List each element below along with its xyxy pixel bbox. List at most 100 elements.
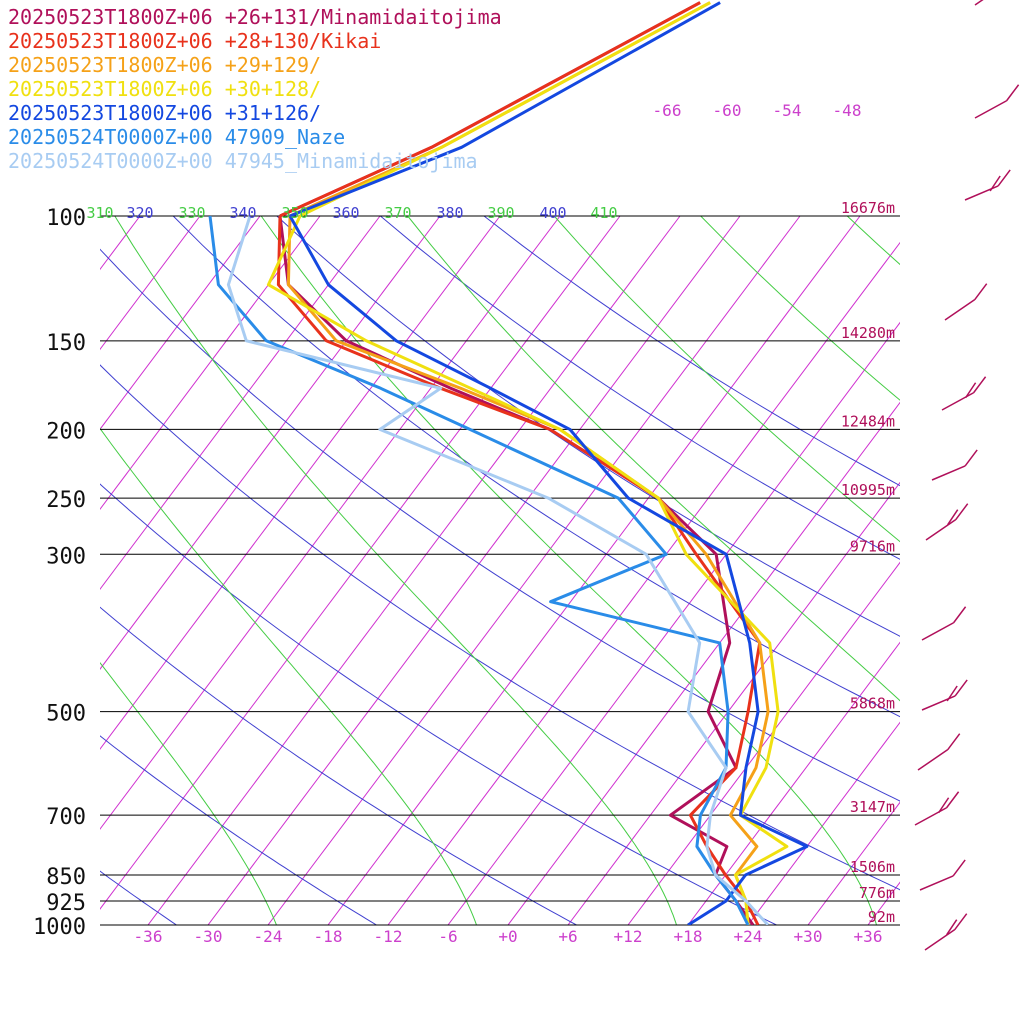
dry-adiabat-line: [100, 364, 900, 891]
dry-adiabat-line: [276, 215, 900, 637]
wind-barb-flag: [974, 283, 988, 301]
isotherm-line: [100, 215, 381, 590]
upper-temperature-label: -54: [773, 101, 802, 120]
sounding-upper-line: [289, 1, 721, 218]
isotherm-line: [507, 401, 900, 925]
moist-adiabat-line: [100, 427, 478, 925]
height-label: 3147m: [850, 798, 895, 816]
sounding-line: [288, 215, 809, 925]
wind-barb-flag: [955, 503, 969, 521]
theta-label: 400: [539, 204, 566, 222]
sounding-line: [278, 215, 755, 925]
isotherm-line: [327, 215, 861, 925]
temperature-tick-label: +0: [498, 927, 517, 946]
wind-barb-flag: [954, 679, 968, 697]
height-label: 92m: [868, 908, 895, 926]
height-label: 14280m: [841, 324, 895, 342]
dry-adiabat-line: [100, 606, 578, 925]
height-label: 12484m: [841, 412, 895, 430]
temperature-tick-label: -24: [254, 927, 283, 946]
wind-barb-staff: [919, 875, 954, 891]
isotherm-line: [0, 216, 20, 925]
moist-adiabat-line: [0, 216, 83, 940]
isotherm-line: [867, 881, 900, 925]
upper-profile-segments: [279, 1, 721, 218]
pressure-label: 700: [46, 805, 86, 830]
temperature-tick-label: -6: [438, 927, 457, 946]
height-label: 776m: [859, 884, 895, 902]
wind-barb-staff: [921, 622, 954, 641]
height-label: 9716m: [850, 537, 895, 555]
wind-barb-staff: [964, 185, 999, 201]
isotherm-line: [567, 481, 900, 925]
pressure-label: 1000: [33, 915, 86, 940]
isotherm-line: [387, 241, 900, 925]
moist-adiabat-line: [114, 215, 678, 925]
temperature-tick-label: -30: [194, 927, 223, 946]
sounding-series: [208, 215, 809, 925]
pressure-label: 200: [46, 419, 86, 444]
wind-barb-flag: [937, 797, 950, 814]
legend-entry: 20250523T1800Z+06 +29+129/: [8, 53, 321, 77]
sounding-line: [286, 215, 770, 925]
dry-adiabat-line: [100, 483, 778, 925]
moist-adiabat-line: [100, 661, 278, 925]
temperature-tick-label: -12: [374, 927, 403, 946]
temperature-tick-label: +36: [854, 927, 883, 946]
pressure-label: 100: [46, 206, 86, 231]
temperature-tick-label: +6: [558, 927, 577, 946]
wind-barb-flag: [1005, 84, 1020, 102]
wind-barb: [917, 733, 961, 771]
isotherm-line: [807, 801, 900, 925]
wind-barb: [964, 169, 1011, 201]
wind-barb: [924, 913, 968, 951]
legend-entry: 20250523T1800Z+06 +28+130/Kikai: [8, 29, 381, 53]
theta-label: 350: [281, 204, 308, 222]
wind-barb-flag: [972, 376, 987, 394]
wind-barb: [974, 0, 984, 6]
dry-adiabat-line: [483, 215, 900, 487]
wind-barb-staff: [921, 695, 956, 711]
wind-barbs: [914, 0, 1020, 951]
moist-adiabat-line: [994, 216, 1024, 940]
sounding-line: [226, 215, 770, 925]
isotherm-line: [100, 215, 321, 511]
wind-barb-flag: [997, 169, 1011, 187]
wind-barb-flag: [946, 919, 958, 936]
theta-label: 320: [126, 204, 153, 222]
theta-label: 340: [229, 204, 256, 222]
isotherm-line: [747, 721, 900, 925]
wind-barb-staff: [974, 100, 1007, 119]
isotherm-line: [100, 215, 561, 830]
legend-entry: 20250523T1800Z+06 +26+131/Minamidaitojim…: [8, 5, 502, 29]
height-label: 1506m: [850, 858, 895, 876]
temperature-tick-label: +24: [734, 927, 763, 946]
upper-temperature-label: -60: [713, 101, 742, 120]
isotherm-line: [207, 215, 741, 925]
temperature-tick-label: -18: [314, 927, 343, 946]
pressure-label: 850: [46, 865, 86, 890]
wind-barb-staff: [924, 929, 956, 951]
axis-labels: 100 16676m 150 14280m 200 12484m 250 10995m 300 9…: [33, 101, 895, 946]
sounding-upper-line: [279, 1, 701, 218]
pressure-label: 150: [46, 331, 86, 356]
theta-label: 360: [332, 204, 359, 222]
legend: 20250523T1800Z+06 +26+131/Minamidaitojim…: [8, 5, 502, 173]
sounding-line: [276, 215, 762, 925]
upper-temperature-label: -48: [833, 101, 862, 120]
wind-barb-flag: [945, 791, 960, 809]
wind-barb: [941, 376, 987, 411]
isotherm-line: [100, 215, 501, 750]
wind-barb-flag: [954, 913, 968, 931]
isotherm-line: [928, 216, 1024, 925]
temperature-tick-label: +12: [614, 927, 643, 946]
theta-label: 390: [487, 204, 514, 222]
dry-adiabat-line: [172, 215, 900, 718]
temperature-tick-label: +18: [674, 927, 703, 946]
isotherm-line: [100, 215, 261, 431]
legend-entry: 20250523T1800Z+06 +31+126/: [8, 101, 321, 125]
isotherm-line: [627, 561, 900, 925]
wind-barb-staff: [974, 0, 984, 6]
wind-barb-staff: [941, 392, 974, 411]
legend-entry: 20250524T0000Z+00 47909_Naze: [8, 125, 345, 149]
